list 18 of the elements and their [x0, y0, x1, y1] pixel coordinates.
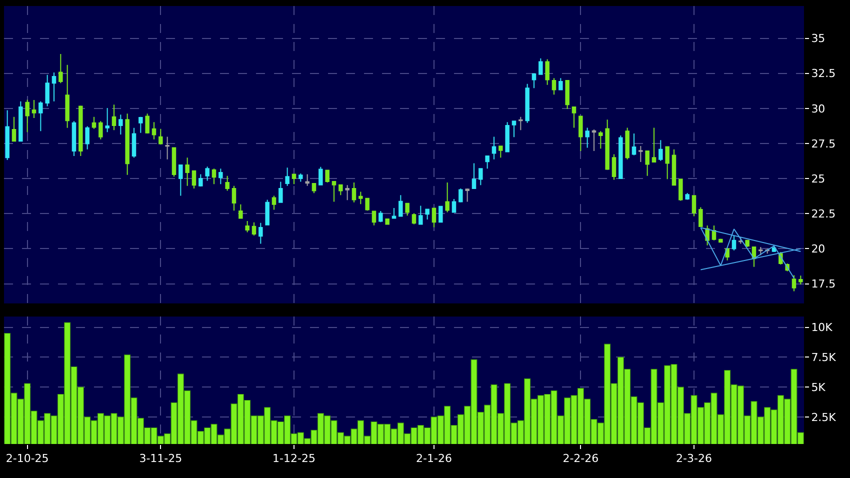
y-tick-label: 27.5 — [811, 137, 836, 150]
y-tick-label: 10K — [811, 321, 834, 334]
y-tick-label: 32.5 — [811, 67, 836, 80]
y-tick-label: 22.5 — [811, 207, 836, 220]
x-tick-label: 2-3-26 — [676, 452, 712, 466]
y-tick-label: 20 — [811, 242, 826, 256]
x-tick-label: 2-2-26 — [562, 452, 599, 466]
y-tick-label: 25 — [811, 172, 826, 186]
y-tick-label: 5K — [811, 380, 826, 394]
y-tick-label: 2.5K — [811, 410, 837, 424]
y-tick-label: 35 — [811, 32, 826, 46]
y-tick-label: 7.5K — [811, 351, 837, 364]
x-tick-label: 2-1-26 — [416, 452, 452, 466]
x-tick-label: 1-12-25 — [272, 452, 316, 466]
y-tick-label: 30 — [811, 102, 826, 116]
x-tick-label: 2-10-25 — [6, 452, 49, 466]
x-tick-label: 3-11-25 — [139, 452, 182, 466]
y-tick-label: 17.5 — [811, 278, 836, 291]
